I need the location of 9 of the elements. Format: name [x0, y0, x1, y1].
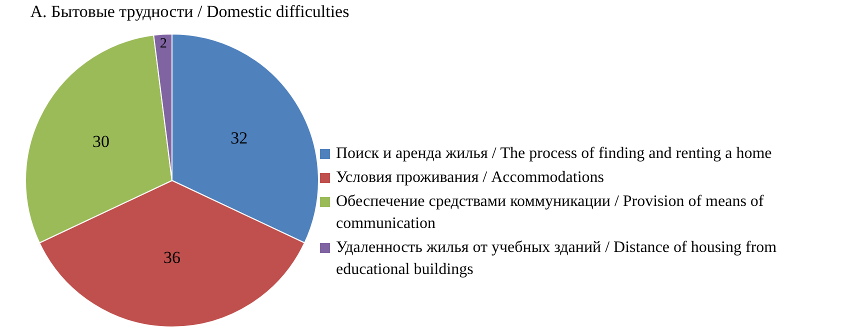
legend-label: Удаленность жилья от учебных зданий / Distance of housing from educational buildings	[336, 238, 778, 280]
chart-title: А. Бытовые трудности / Domestic difficulties	[30, 2, 350, 21]
legend-label: Обеспечение средствами коммуникации / Provision of means of communication	[336, 192, 765, 234]
data-label: 32	[230, 128, 248, 148]
data-label: 36	[164, 248, 180, 267]
legend-label: Поиск и аренда жилья / The process of finding and renting a home	[336, 144, 772, 164]
data-label: 30	[92, 132, 110, 151]
data-label: 2	[160, 36, 167, 52]
legend-label: Условия проживания / Accommodations	[336, 168, 604, 188]
